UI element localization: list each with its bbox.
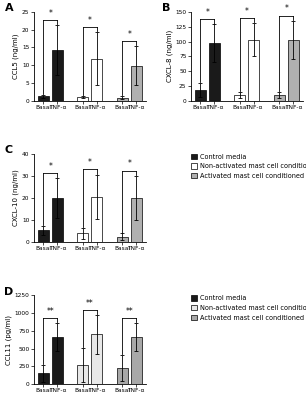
Text: **: ** [125,306,133,316]
Text: *: * [206,8,209,17]
Bar [117,98,128,100]
Text: **: ** [47,306,54,316]
Text: *: * [245,7,249,16]
Bar [117,237,128,242]
Bar [91,334,102,384]
Y-axis label: CXCL-8 (ng/ml): CXCL-8 (ng/ml) [166,30,173,82]
Bar [91,59,102,100]
Text: *: * [127,159,131,168]
Text: D: D [5,286,14,296]
Bar [288,40,299,100]
Bar [131,337,142,384]
Y-axis label: CCL5 (ng/ml): CCL5 (ng/ml) [13,34,19,79]
Legend: Control media, Non-activated mast cell conditioned media, Activated mast cell co: Control media, Non-activated mast cell c… [191,296,306,321]
Bar [274,95,285,100]
Bar [52,50,63,100]
Text: **: ** [86,299,94,308]
Bar [38,373,49,384]
Bar [117,368,128,384]
Bar [248,40,259,100]
Text: A: A [5,3,13,13]
Bar [77,97,88,100]
Legend: Control media, Non-activated mast cell conditioned media, Activated mast cell co: Control media, Non-activated mast cell c… [191,154,306,179]
Text: *: * [48,162,52,170]
Text: B: B [162,3,170,13]
Bar [38,230,49,242]
Bar [131,66,142,100]
Bar [77,234,88,242]
Y-axis label: CCL11 (pg/ml): CCL11 (pg/ml) [5,315,12,365]
Y-axis label: CXCL-10 (ng/ml): CXCL-10 (ng/ml) [13,170,19,226]
Text: *: * [284,4,288,13]
Bar [234,95,245,100]
Text: C: C [5,145,13,155]
Text: *: * [88,158,92,167]
Text: *: * [88,16,92,25]
Bar [195,90,206,100]
Bar [38,96,49,100]
Bar [52,198,63,242]
Text: *: * [48,8,52,18]
Bar [131,198,142,242]
Bar [91,197,102,242]
Bar [77,364,88,384]
Bar [209,43,220,100]
Bar [52,337,63,384]
Text: *: * [127,30,131,39]
